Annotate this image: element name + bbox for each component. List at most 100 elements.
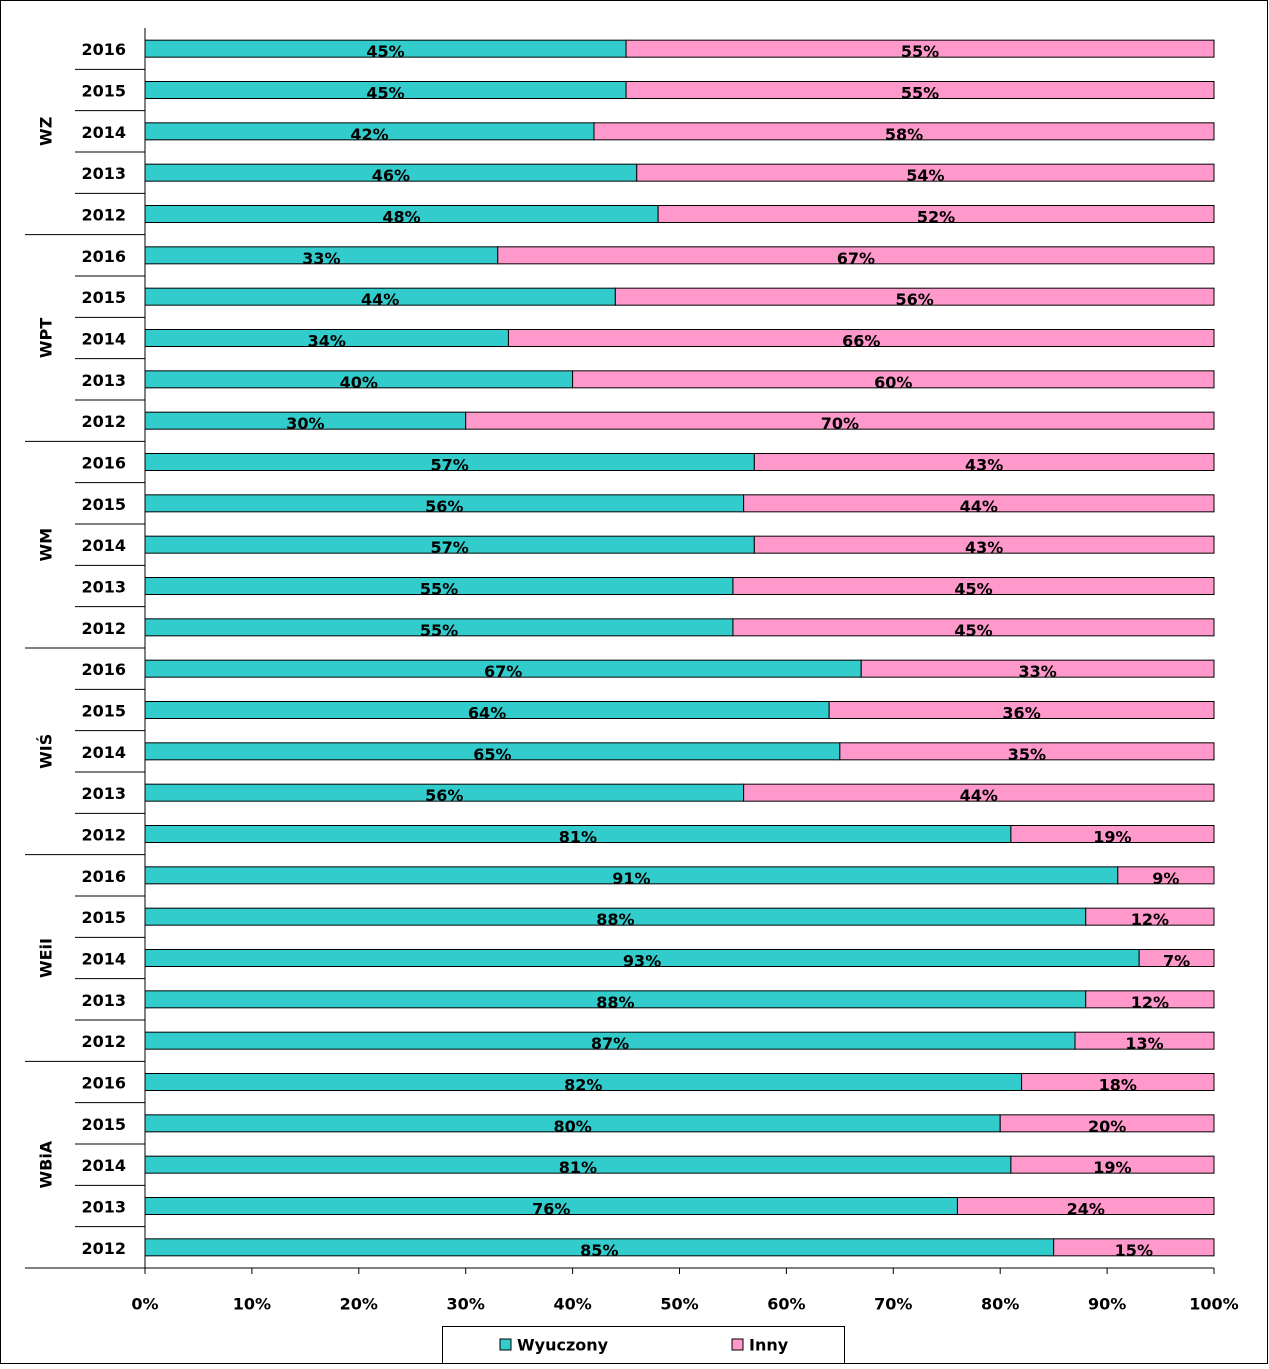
value-label: 70% xyxy=(821,414,859,433)
bar-segment xyxy=(1010,1155,1215,1174)
y-tick-label: 2013 xyxy=(81,371,126,390)
y-tick-label: 2012 xyxy=(81,206,126,225)
x-tick-label: 30% xyxy=(447,1295,485,1314)
y-tick-label: 2015 xyxy=(81,82,126,101)
bar-segment xyxy=(999,1114,1215,1133)
value-label: 45% xyxy=(366,84,404,103)
value-label: 13% xyxy=(1125,1034,1163,1053)
value-label: 80% xyxy=(553,1117,591,1136)
bar-segment xyxy=(572,370,1215,389)
value-label: 40% xyxy=(340,373,378,392)
x-tick-label: 60% xyxy=(767,1295,805,1314)
bar-segment xyxy=(753,535,1215,554)
y-tick-label: 2016 xyxy=(81,660,126,679)
value-label: 82% xyxy=(564,1076,602,1095)
legend-swatch xyxy=(731,1338,744,1351)
group-label: WM xyxy=(37,528,56,562)
value-label: 44% xyxy=(960,786,998,805)
y-tick-label: 2014 xyxy=(81,123,126,142)
y-tick-label: 2012 xyxy=(81,1239,126,1258)
group-label: WBiA xyxy=(37,1140,56,1188)
y-tick-label: 2012 xyxy=(81,412,126,431)
bar-segment xyxy=(625,81,1215,99)
value-label: 45% xyxy=(366,42,404,61)
value-label: 55% xyxy=(420,580,458,599)
x-tick-label: 20% xyxy=(340,1295,378,1314)
y-tick-label: 2012 xyxy=(81,826,126,845)
y-tick-label: 2014 xyxy=(81,1156,126,1175)
y-tick-label: 2016 xyxy=(81,867,126,886)
y-tick-label: 2014 xyxy=(81,743,126,762)
value-label: 12% xyxy=(1131,910,1169,929)
legend-swatch xyxy=(499,1338,512,1351)
x-tick-label: 90% xyxy=(1088,1295,1126,1314)
bar-segment xyxy=(636,163,1215,182)
value-label: 45% xyxy=(954,621,992,640)
value-label: 88% xyxy=(596,993,634,1012)
bar-segment xyxy=(1010,825,1215,843)
y-tick-label: 2015 xyxy=(81,702,126,721)
value-label: 56% xyxy=(425,497,463,516)
value-label: 56% xyxy=(425,786,463,805)
value-label: 67% xyxy=(837,249,875,268)
value-label: 44% xyxy=(361,290,399,309)
group-label: WPT xyxy=(37,318,56,358)
y-tick-label: 2015 xyxy=(81,908,126,927)
bar-segment xyxy=(1074,1031,1215,1050)
bar-segment xyxy=(732,618,1215,637)
value-label: 43% xyxy=(965,456,1003,475)
bar-segment xyxy=(743,783,1215,802)
value-label: 12% xyxy=(1131,993,1169,1012)
bar-segment xyxy=(956,1197,1215,1215)
value-label: 15% xyxy=(1115,1241,1153,1260)
value-label: 30% xyxy=(286,414,324,433)
bar-segment xyxy=(743,494,1215,513)
value-label: 18% xyxy=(1099,1076,1137,1095)
value-label: 64% xyxy=(468,704,506,723)
bar-segment xyxy=(839,742,1215,761)
value-label: 36% xyxy=(1002,704,1040,723)
value-label: 87% xyxy=(591,1034,629,1053)
value-label: 34% xyxy=(308,332,346,351)
bar-segment xyxy=(497,246,1215,265)
group-label: WEiI xyxy=(37,938,56,978)
y-tick-label: 2014 xyxy=(81,536,126,555)
value-label: 7% xyxy=(1163,952,1190,971)
value-label: 46% xyxy=(372,166,410,185)
value-label: 76% xyxy=(532,1200,570,1219)
value-label: 9% xyxy=(1152,869,1179,888)
value-label: 56% xyxy=(896,290,934,309)
y-tick-label: 2015 xyxy=(81,1115,126,1134)
bar-segment xyxy=(828,701,1215,719)
bar-segment xyxy=(753,453,1215,471)
y-tick-label: 2013 xyxy=(81,164,126,183)
x-tick-label: 70% xyxy=(874,1295,912,1314)
y-tick-label: 2016 xyxy=(81,1074,126,1093)
y-tick-label: 2014 xyxy=(81,330,126,349)
value-label: 20% xyxy=(1088,1117,1126,1136)
group-label: WIŚ xyxy=(37,734,56,769)
value-label: 60% xyxy=(874,373,912,392)
bar-segment xyxy=(507,329,1215,347)
value-label: 19% xyxy=(1093,1158,1131,1177)
value-label: 65% xyxy=(473,745,511,764)
bar-segment xyxy=(465,411,1215,430)
value-label: 81% xyxy=(559,1158,597,1177)
bar-segment xyxy=(1085,990,1215,1009)
y-tick-label: 2015 xyxy=(81,495,126,514)
group-label: WZ xyxy=(37,117,56,146)
value-label: 33% xyxy=(1018,662,1056,681)
value-label: 81% xyxy=(559,828,597,847)
value-label: 88% xyxy=(596,910,634,929)
value-label: 55% xyxy=(420,621,458,640)
bar-segment xyxy=(625,39,1215,58)
x-tick-label: 100% xyxy=(1189,1295,1238,1314)
bar-segment xyxy=(1021,1073,1215,1091)
value-label: 24% xyxy=(1067,1200,1105,1219)
x-tick-label: 40% xyxy=(553,1295,591,1314)
value-label: 55% xyxy=(901,42,939,61)
bar-segment xyxy=(657,205,1215,223)
y-tick-label: 2013 xyxy=(81,1198,126,1217)
value-label: 43% xyxy=(965,538,1003,557)
